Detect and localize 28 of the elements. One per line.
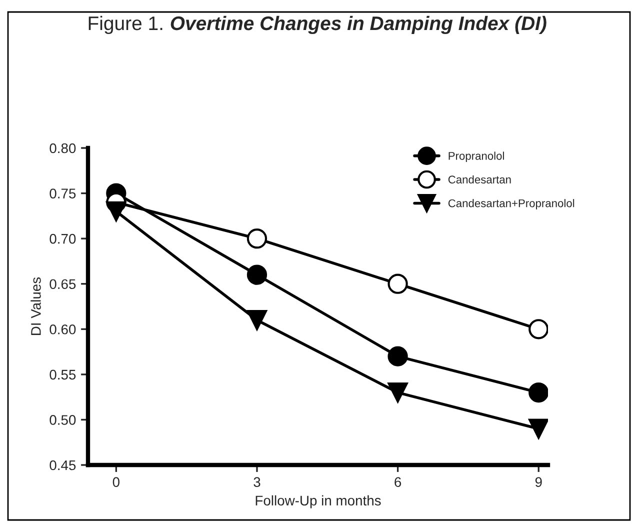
x-tick-label: 9 (535, 477, 542, 488)
y-tick-label: 0.75 (50, 188, 76, 198)
legend-label: Candesartan (448, 175, 511, 184)
point (246, 310, 268, 330)
y-axis-title: DI Values (30, 277, 41, 335)
point (246, 264, 268, 285)
y-tick-label: 0.60 (50, 324, 76, 334)
point (528, 382, 548, 403)
x-tick-label: 0 (112, 477, 120, 488)
x-tick-label: 3 (254, 477, 260, 488)
legend-label: Propranolol (448, 152, 504, 162)
point (388, 274, 408, 294)
y-tick-label: 0.65 (50, 279, 76, 290)
chart-title: Figure 1. Overtime Changes in Damping Index (DI) (88, 16, 546, 34)
point (528, 418, 548, 439)
point (106, 201, 126, 222)
point (528, 319, 548, 340)
y-tick-label: 0.50 (50, 415, 76, 425)
point (388, 346, 408, 366)
x-axis-title: Follow-Up in months (256, 495, 381, 508)
y-tick-label: 0.45 (50, 460, 76, 470)
y-tick-label: 0.55 (50, 370, 76, 380)
y-tick-label: 0.70 (50, 234, 76, 244)
point (388, 382, 408, 403)
x-tick-label: 6 (394, 477, 402, 488)
y-tick-label: 0.80 (50, 143, 76, 154)
legend-label: Candesartan+Propranolol (448, 199, 574, 210)
point (246, 228, 268, 249)
